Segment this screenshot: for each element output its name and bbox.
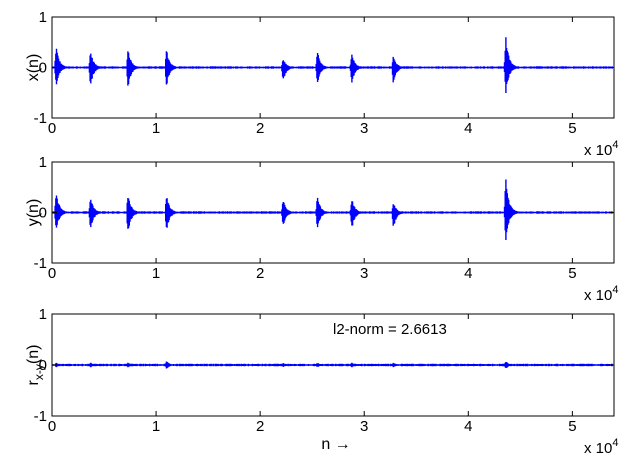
x-tick-label: 0 bbox=[48, 120, 56, 137]
l2-norm-annotation: l2-norm = 2.6613 bbox=[333, 321, 447, 338]
x-tick-label: 5 bbox=[568, 265, 576, 282]
y-label-main: r bbox=[25, 379, 42, 385]
x-multiplier-label: x 104 bbox=[584, 139, 618, 159]
y-tick-label: 0 bbox=[39, 60, 47, 77]
y-label-subscript: x-y bbox=[32, 364, 46, 380]
x-multiplier-exponent: 4 bbox=[612, 284, 618, 296]
x-tick-label: 0 bbox=[48, 418, 56, 435]
series-line bbox=[52, 37, 613, 93]
x-multiplier-label: x 104 bbox=[584, 284, 618, 304]
x-tick-label: 1 bbox=[152, 418, 160, 435]
x-tick-label: 2 bbox=[256, 418, 264, 435]
x-multiplier-base: x 10 bbox=[584, 142, 612, 159]
x-tick-label: 4 bbox=[464, 120, 472, 137]
x-axis-label: n → bbox=[321, 436, 350, 453]
x-multiplier-label: x 104 bbox=[584, 437, 618, 457]
x-tick-label: 3 bbox=[360, 265, 368, 282]
y-tick-label: 1 bbox=[39, 154, 47, 171]
x-tick-label: 2 bbox=[256, 265, 264, 282]
y-tick-label: -1 bbox=[34, 408, 47, 425]
x-tick-label: 4 bbox=[464, 265, 472, 282]
x-multiplier-base: x 10 bbox=[584, 440, 612, 457]
y-label-tail: (n) bbox=[25, 345, 42, 365]
y-tick-label: -1 bbox=[34, 255, 47, 272]
x-tick-label: 0 bbox=[48, 265, 56, 282]
x-multiplier-base: x 10 bbox=[584, 287, 612, 304]
x-tick-label: 2 bbox=[256, 120, 264, 137]
x-tick-label: 1 bbox=[152, 265, 160, 282]
y-tick-label: -1 bbox=[34, 110, 47, 127]
x-tick-label: 3 bbox=[360, 418, 368, 435]
y-tick-label: 1 bbox=[39, 306, 47, 323]
y-tick-label: 0 bbox=[39, 357, 47, 374]
series-line bbox=[52, 361, 613, 369]
x-tick-label: 3 bbox=[360, 120, 368, 137]
x-multiplier-exponent: 4 bbox=[612, 139, 618, 151]
x-tick-label: 4 bbox=[464, 418, 472, 435]
y-axis-label: y(n) bbox=[25, 199, 42, 227]
y-tick-label: 0 bbox=[39, 205, 47, 222]
y-axis-label: x(n) bbox=[25, 54, 42, 82]
series-line bbox=[52, 179, 613, 240]
y-tick-label: 1 bbox=[39, 9, 47, 26]
y-axis-label: rx-y(n) bbox=[25, 345, 46, 386]
x-tick-label: 5 bbox=[568, 418, 576, 435]
x-tick-label: 5 bbox=[568, 120, 576, 137]
x-multiplier-exponent: 4 bbox=[612, 437, 618, 449]
x-tick-label: 1 bbox=[152, 120, 160, 137]
